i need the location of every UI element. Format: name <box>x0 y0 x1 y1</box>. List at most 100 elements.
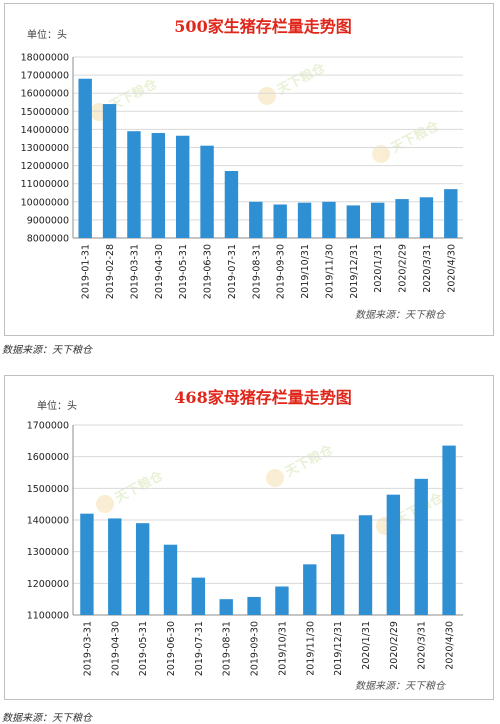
x-tick-label: 2019-09-30 <box>250 621 261 676</box>
chart-title: 500家生猪存栏量走势图 <box>174 17 351 36</box>
watermark-coin-icon <box>258 87 276 105</box>
x-tick-label: 2019/10/31 <box>277 621 288 676</box>
y-tick-label: 1600000 <box>27 452 69 463</box>
bar <box>442 445 456 615</box>
bar <box>297 202 312 238</box>
x-tick-label: 2020/2/29 <box>389 621 400 670</box>
x-tick-label: 2019-08-31 <box>251 244 262 299</box>
watermark-text: 天下粮仓 <box>388 117 442 156</box>
chart-title: 468家母猪存栏量走势图 <box>174 388 351 407</box>
y-tick-label: 18000000 <box>21 53 69 64</box>
x-tick-label: 2019-06-30 <box>203 244 214 299</box>
bar <box>200 145 214 238</box>
watermark-text: 天下粮仓 <box>282 441 336 480</box>
bar <box>127 131 141 238</box>
x-tick-label: 2019-05-31 <box>178 244 189 299</box>
y-tick-label: 1200000 <box>27 579 69 590</box>
y-tick-label: 1400000 <box>27 516 69 527</box>
y-tick-label: 1300000 <box>27 547 69 558</box>
y-tick-label: 8000000 <box>27 234 69 245</box>
x-tick-label: 2020/1/31 <box>373 244 384 293</box>
x-tick-label: 2019-03-31 <box>129 244 140 299</box>
bar <box>175 135 190 238</box>
bar <box>151 133 166 238</box>
y-tick-label: 11000000 <box>21 179 69 190</box>
bar <box>224 171 239 238</box>
y-tick-label: 16000000 <box>21 89 69 100</box>
watermark-coin-icon <box>372 145 390 163</box>
watermark-logo: 天下粮仓 <box>258 59 329 105</box>
watermark-logo: 天下粮仓 <box>372 117 443 163</box>
bar <box>249 201 263 238</box>
y-tick-label: 9000000 <box>27 215 69 226</box>
bar <box>135 523 150 615</box>
source-note: 数据来源：天下粮仓 <box>355 680 446 692</box>
chart-svg-468-sow-inventory: 468家母猪存栏量走势图单位：头天下粮仓天下粮仓天下粮仓110000012000… <box>27 388 463 692</box>
bar <box>395 199 409 238</box>
x-tick-label: 2019-02-28 <box>105 244 116 299</box>
x-tick-label: 2020/1/31 <box>361 621 372 670</box>
x-tick-label: 2020/4/30 <box>446 244 457 293</box>
y-tick-label: 13000000 <box>21 143 69 154</box>
x-tick-label: 2019-07-31 <box>194 621 205 676</box>
bar <box>80 513 94 615</box>
bar <box>219 599 233 615</box>
bar <box>275 586 289 615</box>
y-tick-label: 15000000 <box>21 107 69 118</box>
x-tick-label: 2019-08-31 <box>222 621 233 676</box>
bar <box>247 596 261 615</box>
y-tick-label: 12000000 <box>21 161 69 172</box>
watermark-logo: 天下粮仓 <box>266 441 337 487</box>
x-tick-label: 2019/12/31 <box>349 244 360 299</box>
y-tick-label: 1700000 <box>27 421 69 432</box>
footnote-source-1: 数据来源：天下粮仓 <box>2 345 92 356</box>
watermark-text: 天下粮仓 <box>274 59 328 98</box>
bar <box>303 564 317 615</box>
watermark-coin-icon <box>266 469 284 487</box>
bar <box>102 104 117 238</box>
y-tick-label: 1100000 <box>27 611 69 622</box>
bar <box>386 494 401 615</box>
x-tick-label: 2019-05-31 <box>138 621 149 676</box>
y-tick-label: 17000000 <box>21 71 69 82</box>
chart-panel-sow-inventory: 468家母猪存栏量走势图单位：头天下粮仓天下粮仓天下粮仓110000012000… <box>4 375 494 700</box>
x-tick-label: 2019-01-31 <box>81 244 92 299</box>
x-tick-label: 2020/3/31 <box>417 621 428 670</box>
bar <box>108 518 122 615</box>
watermark-coin-icon <box>96 495 114 513</box>
bar <box>444 189 458 238</box>
x-tick-label: 2019-06-30 <box>166 621 177 676</box>
watermark-logo: 天下粮仓 <box>96 467 167 513</box>
source-note: 数据来源：天下粮仓 <box>355 309 446 321</box>
x-tick-label: 2019-09-30 <box>276 244 287 299</box>
x-tick-label: 2019-03-31 <box>82 621 93 676</box>
y-tick-label: 10000000 <box>21 197 69 208</box>
watermark-logo: 天下粮仓 <box>376 489 447 535</box>
chart-panel-sow-hog-total: 500家生猪存栏量走势图 单位：头 天下粮仓 天下粮仓 天下粮仓 8000000 90000… <box>4 3 494 336</box>
x-tick-label: 2020/2/29 <box>398 244 409 293</box>
bar <box>330 534 345 615</box>
bar <box>419 197 434 238</box>
watermark-text: 天下粮仓 <box>112 467 166 506</box>
unit-label: 单位：头 <box>27 28 67 41</box>
x-tick-label: 2019-07-31 <box>227 244 238 299</box>
bar <box>358 515 373 615</box>
x-tick-label: 2019/12/31 <box>333 621 344 676</box>
bar <box>273 204 287 238</box>
unit-label: 单位：头 <box>37 399 77 412</box>
bar <box>191 577 206 615</box>
x-tick-label: 2020/4/30 <box>445 621 456 670</box>
x-tick-label: 2019/11/30 <box>324 244 335 299</box>
x-tick-label: 2020/3/31 <box>422 244 433 293</box>
y-tick-label: 14000000 <box>21 125 69 136</box>
x-tick-label: 2019-04-30 <box>110 621 121 676</box>
bar <box>163 544 178 615</box>
bar <box>370 202 385 238</box>
y-tick-label: 1500000 <box>27 484 69 495</box>
x-tick-label: 2019-04-30 <box>154 244 165 299</box>
bar <box>346 205 361 238</box>
x-tick-label: 2019/10/31 <box>300 244 311 299</box>
footnote-source-2: 数据来源：天下粮仓 <box>2 713 92 724</box>
x-tick-label: 2019/11/30 <box>305 621 316 676</box>
